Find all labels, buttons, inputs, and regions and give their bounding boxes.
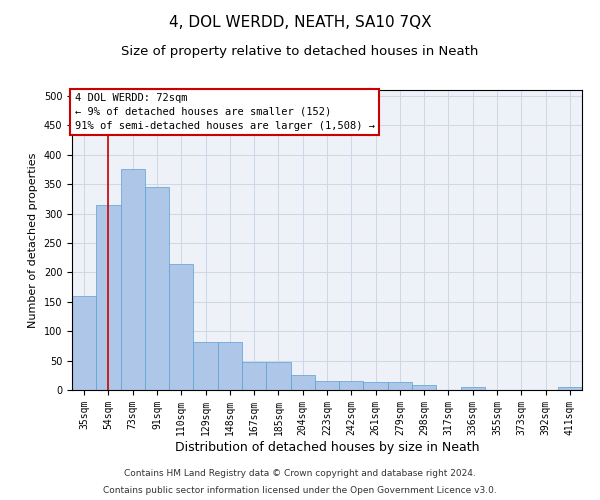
Bar [169,264,193,390]
Text: 4 DOL WERDD: 72sqm
← 9% of detached houses are smaller (152)
91% of semi-detache: 4 DOL WERDD: 72sqm ← 9% of detached hous… [74,93,374,131]
Bar [121,170,145,390]
Bar [412,386,436,390]
X-axis label: Distribution of detached houses by size in Neath: Distribution of detached houses by size … [175,440,479,454]
Text: Size of property relative to detached houses in Neath: Size of property relative to detached ho… [121,45,479,58]
Bar [218,342,242,390]
Bar [315,381,339,390]
Bar [266,362,290,390]
Bar [96,204,121,390]
Bar [193,342,218,390]
Bar [339,381,364,390]
Bar [364,382,388,390]
Bar [290,376,315,390]
Y-axis label: Number of detached properties: Number of detached properties [28,152,38,328]
Bar [388,382,412,390]
Bar [242,362,266,390]
Text: Contains public sector information licensed under the Open Government Licence v3: Contains public sector information licen… [103,486,497,495]
Text: 4, DOL WERDD, NEATH, SA10 7QX: 4, DOL WERDD, NEATH, SA10 7QX [169,15,431,30]
Bar [558,387,582,390]
Bar [145,187,169,390]
Text: Contains HM Land Registry data © Crown copyright and database right 2024.: Contains HM Land Registry data © Crown c… [124,468,476,477]
Bar [461,387,485,390]
Bar [72,296,96,390]
